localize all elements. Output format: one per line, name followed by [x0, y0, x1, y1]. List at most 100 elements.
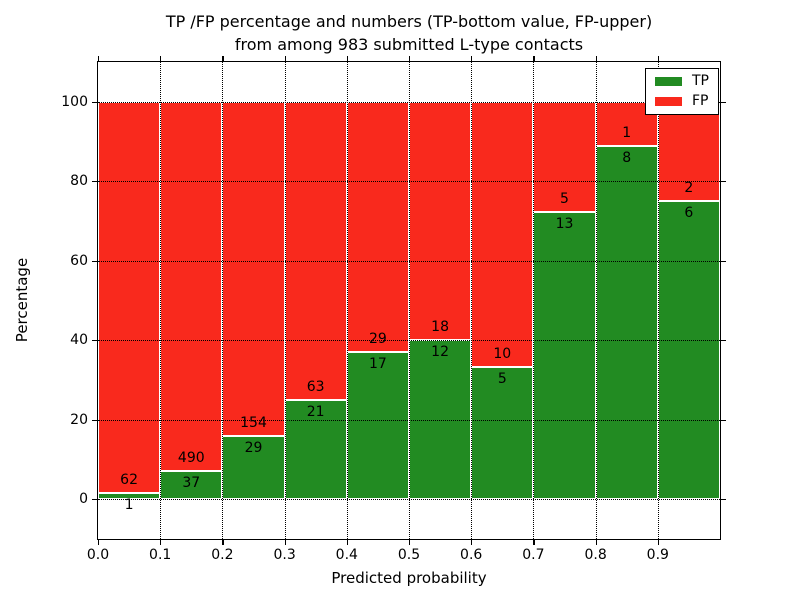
grid-line-vertical	[471, 62, 473, 539]
tp-count-label: 12	[431, 344, 450, 361]
y-tick-mark-right	[721, 419, 726, 421]
bar-segment-tp	[284, 399, 347, 500]
x-tick-label: 0.8	[584, 547, 607, 563]
y-tick-mark	[91, 499, 97, 501]
y-tick-label: 20	[70, 411, 88, 428]
bar-segment-fp	[409, 101, 472, 341]
tp-count-label: 13	[555, 216, 574, 233]
fp-count-label: 63	[306, 378, 325, 395]
x-tick-mark-top	[657, 56, 659, 61]
x-tick-mark-top	[471, 56, 473, 61]
y-tick-mark	[91, 181, 97, 183]
grid-line-vertical	[595, 62, 597, 539]
grid-line-vertical	[222, 62, 224, 539]
y-tick-mark-right	[721, 181, 726, 183]
tp-count-label: 5	[497, 370, 507, 387]
fp-count-label: 1	[622, 124, 632, 141]
x-tick-mark-top	[160, 56, 162, 61]
y-tick-mark-right	[721, 101, 726, 103]
x-axis-label: Predicted probability	[331, 569, 487, 587]
x-tick-mark	[98, 540, 100, 545]
bar-segment-fp	[284, 101, 347, 400]
x-tick-mark-top	[595, 56, 597, 61]
x-tick-mark	[160, 540, 162, 545]
y-tick-label: 0	[79, 491, 88, 508]
y-tick-label: 80	[70, 173, 88, 190]
plot-area: 62 1 490 37 154 29 63 21 29 17 18 12 10 5 5 13 1 8 2 6	[98, 62, 720, 539]
fp-count-label: 5	[560, 191, 569, 208]
legend-label-fp: FP	[692, 93, 709, 109]
bar-segment-fp	[471, 101, 534, 367]
x-tick-label: 0.0	[86, 547, 110, 563]
bar-segment-tp	[160, 471, 223, 500]
x-tick-label: 0.1	[149, 547, 172, 563]
bar-segment-fp	[160, 101, 223, 472]
x-tick-label: 0.9	[646, 547, 669, 563]
grid-line-vertical	[346, 62, 348, 539]
legend-entry-tp: TP	[655, 74, 709, 89]
fp-count-label: 62	[120, 471, 139, 488]
x-tick-mark	[346, 540, 348, 545]
fp-count-label: 154	[240, 415, 267, 432]
y-tick-mark	[91, 260, 97, 262]
tp-count-label: 6	[684, 205, 694, 222]
y-axis-label: Percentage	[13, 257, 31, 343]
chart-title-line1: TP /FP percentage and numbers (TP-bottom…	[165, 12, 653, 31]
chart-title-line2: from among 983 submitted L-type contacts	[234, 35, 584, 54]
tp-count-label: 29	[244, 440, 263, 457]
bar-segment-fp	[222, 101, 285, 437]
y-tick-mark-right	[721, 499, 726, 501]
legend-label-tp: TP	[692, 73, 709, 89]
x-tick-label: 0.6	[460, 547, 483, 563]
x-tick-mark-top	[284, 56, 286, 61]
grid-line-vertical	[160, 62, 162, 539]
fp-count-label: 18	[431, 319, 450, 336]
tp-count-label: 17	[368, 356, 387, 373]
fp-count-label: 29	[368, 331, 387, 348]
bar-segment-tp	[346, 352, 409, 500]
y-tick-label: 100	[61, 93, 88, 110]
x-tick-label: 0.3	[273, 547, 296, 563]
tp-count-label: 21	[306, 403, 325, 420]
y-tick-mark-right	[721, 340, 726, 342]
tp-count-label: 1	[124, 496, 134, 513]
tp-count-label: 8	[622, 149, 632, 166]
bar-segment-fp	[657, 101, 720, 202]
x-tick-mark-top	[409, 56, 411, 61]
bar-segment-tp	[595, 145, 658, 500]
x-tick-label: 0.5	[397, 547, 421, 563]
x-tick-mark-top	[222, 56, 224, 61]
x-tick-mark	[284, 540, 286, 545]
legend: TP FP	[645, 68, 719, 115]
y-tick-label: 40	[70, 332, 88, 349]
bar-segment-fp	[533, 101, 596, 213]
x-tick-mark	[222, 540, 224, 545]
y-tick-mark	[91, 340, 97, 342]
fp-count-label: 10	[493, 345, 512, 362]
x-tick-mark-top	[346, 56, 348, 61]
x-tick-mark-top	[98, 56, 100, 61]
bar-segment-tp	[533, 212, 596, 500]
x-tick-mark	[595, 540, 597, 545]
tp-color-swatch	[655, 77, 682, 86]
x-tick-mark	[409, 540, 411, 545]
bar-segment-fp	[98, 101, 161, 493]
grid-line-vertical	[284, 62, 286, 539]
x-tick-mark-top	[533, 56, 535, 61]
y-tick-label: 60	[70, 252, 88, 269]
bar-segment-tp	[657, 201, 720, 500]
bar-segment-tp	[98, 492, 161, 500]
fp-count-label: 490	[177, 450, 205, 467]
y-tick-mark-right	[721, 260, 726, 262]
fp-count-label: 2	[684, 180, 694, 197]
x-tick-label: 0.2	[211, 547, 234, 563]
x-tick-mark	[657, 540, 659, 545]
tp-count-label: 37	[182, 475, 201, 492]
legend-entry-fp: FP	[655, 94, 709, 109]
y-tick-mark	[91, 101, 97, 103]
x-tick-mark	[471, 540, 473, 545]
x-tick-label: 0.4	[335, 547, 358, 563]
x-tick-mark	[533, 540, 535, 545]
grid-line-vertical	[657, 62, 659, 539]
